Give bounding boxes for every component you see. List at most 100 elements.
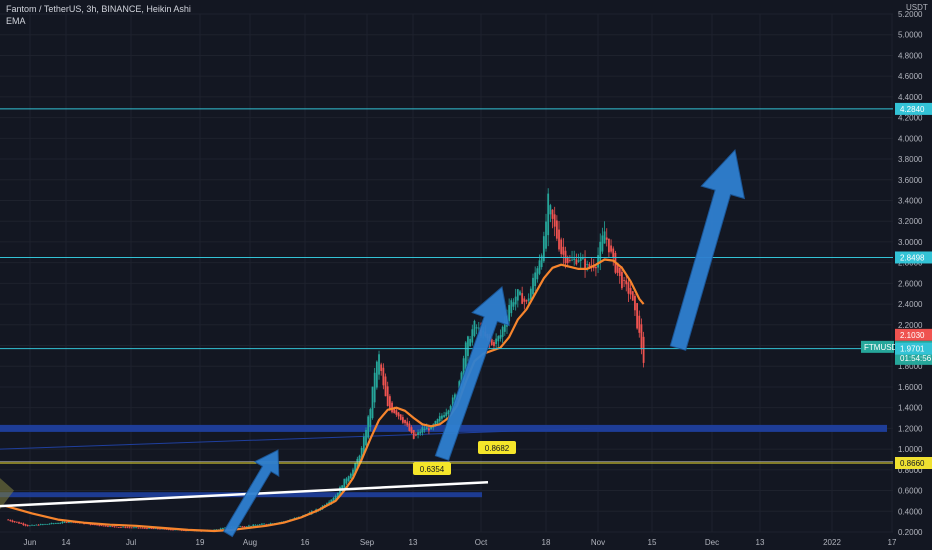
candle-body [612, 248, 615, 258]
price-axis[interactable]: 0.2000 0.4000 0.6000 0.8000 1.0000 1.2000 1.40… [898, 10, 923, 537]
candle-body [558, 229, 560, 250]
candle-body [512, 302, 515, 307]
candle-body [107, 526, 109, 527]
level-tag: 4.2840 [900, 105, 925, 114]
candle-body [391, 402, 393, 413]
y-tick-label: 2.2000 [898, 321, 923, 330]
candle-body [336, 492, 339, 498]
candle-body [577, 260, 580, 262]
candle-body [499, 335, 502, 339]
x-tick-label: Oct [475, 538, 488, 547]
candle-body [625, 280, 628, 285]
candle-body [469, 338, 472, 347]
candle-body [334, 495, 337, 500]
candle-body [37, 524, 40, 526]
candle-body [362, 436, 365, 454]
candle-body [495, 338, 498, 345]
candle-body [20, 522, 23, 524]
candle-body [547, 193, 550, 236]
candle-body [126, 527, 129, 529]
candle-body [141, 527, 144, 529]
drawings: 0.8682 0.6354 [0, 148, 746, 538]
candle-body [616, 262, 619, 273]
candle-body [588, 264, 591, 267]
candle-body [373, 372, 376, 403]
candle-body [133, 527, 135, 529]
candle-body [332, 497, 335, 502]
candle-body [137, 527, 140, 529]
candle-body [601, 235, 604, 252]
candle-body [343, 478, 346, 489]
candle-body [135, 527, 138, 529]
candle-body [638, 315, 641, 333]
ticker-symbol: FTMUSDT [864, 343, 902, 352]
y-tick-label: 3.6000 [898, 176, 923, 185]
candle-body [595, 266, 597, 269]
y-tick-label: 5.0000 [898, 31, 923, 40]
candle-body [536, 268, 539, 280]
candle-body [597, 255, 599, 268]
candle-body [566, 257, 569, 263]
candle-body [434, 421, 437, 427]
x-tick-label: 18 [542, 538, 551, 547]
candle-body [421, 427, 424, 433]
candle-body [445, 412, 448, 417]
candle-body [28, 525, 31, 527]
candle-body [386, 386, 389, 407]
candle-body [360, 448, 363, 460]
candle-body [382, 367, 385, 386]
candle-body [146, 528, 148, 529]
x-tick-label: Sep [360, 538, 375, 547]
candle-body [143, 527, 146, 529]
candle-body [169, 529, 172, 531]
candle-body [516, 289, 519, 301]
candle-body [369, 409, 372, 428]
candle-body [128, 527, 131, 529]
candle-body [443, 415, 445, 418]
candle-body [67, 522, 70, 523]
y-tick-label: 0.2000 [898, 528, 923, 537]
candle-body [18, 522, 20, 524]
time-axis[interactable]: Jun 14 Jul 19 Aug 16 Sep 13 Oct 18 Nov 15 Dec 13 2022 1… [24, 538, 897, 547]
candle-body [35, 524, 38, 526]
candle-body [243, 526, 246, 528]
candle-body [330, 499, 333, 504]
candle-body [621, 271, 623, 289]
candle-body [65, 522, 68, 524]
candle-body [430, 425, 432, 430]
x-tick-label: Dec [705, 538, 719, 547]
candle-body [241, 526, 244, 528]
candle-body [473, 320, 476, 336]
candle-body [24, 524, 27, 526]
candle-body [31, 524, 33, 526]
candle-body [7, 519, 10, 521]
ticker-countdown: 01:54:56 [900, 354, 932, 363]
candle-body [419, 431, 422, 434]
candle-body [44, 523, 46, 525]
candle-body [39, 524, 42, 526]
candle-body [560, 239, 563, 255]
candle-body [586, 264, 589, 265]
candle-body [510, 300, 513, 314]
candle-body [224, 527, 226, 529]
candle-body [54, 523, 57, 524]
candle-body [367, 416, 370, 438]
candle-body [254, 524, 257, 526]
candle-body [584, 258, 586, 270]
up-arrow [223, 449, 280, 538]
y-tick-label: 4.2000 [898, 114, 923, 123]
candle-body [401, 417, 404, 423]
annotation-box [478, 441, 516, 454]
candle-body [497, 336, 500, 342]
candle-body [152, 528, 155, 530]
candle-body [352, 469, 354, 477]
candle-body [265, 523, 268, 525]
candle-body [263, 523, 265, 525]
x-tick-label: Jun [24, 538, 37, 547]
candle-body [540, 255, 543, 268]
annotation-label: 0.6354 [420, 465, 445, 474]
candle-body [490, 339, 493, 345]
ema-line [5, 258, 645, 533]
